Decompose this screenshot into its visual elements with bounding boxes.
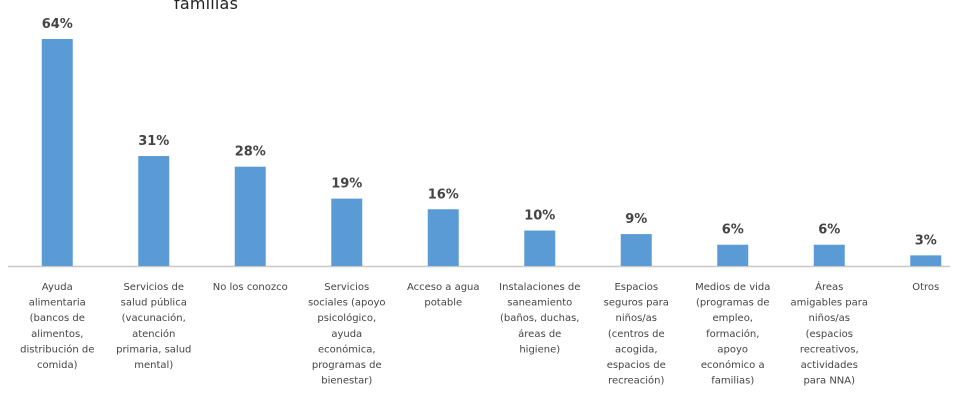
category-label: No los conozco [213,282,288,293]
bar [427,209,459,266]
bar [138,156,170,266]
data-label: 28% [235,145,266,160]
bar [524,230,556,266]
category-label: Otros [912,282,939,293]
data-label: 16% [428,187,459,202]
bar [41,39,73,266]
data-label: 6% [818,223,840,238]
bar [910,255,942,266]
category-label: Medios de vida (programas de empleo, formac… [695,282,770,387]
data-label: 19% [331,177,362,192]
bar [234,166,266,266]
category-label: Servicios sociales (apoyo psicológico, ayud… [308,282,386,387]
data-label: 10% [524,209,555,224]
data-label: 64% [42,17,73,32]
bar [620,234,652,266]
category-label: Ayuda alimentaria (bancos de alimentos, dist… [20,282,94,371]
bar [331,198,363,266]
category-label: Servicios de salud pública (vacunación, ate… [116,282,191,371]
data-label: 9% [625,212,647,227]
chart-title-fragment: familias [174,0,239,13]
category-label: Áreas amigables para niños/as (espacios recr… [790,280,868,387]
bar [813,244,845,266]
data-label: 6% [722,223,744,238]
category-label: Instalaciones de saneamiento (baños, ducha… [499,282,580,355]
data-label: 31% [138,134,169,149]
category-label: Espacios seguros para niños/as (centros de a… [604,282,669,387]
category-label: Acceso a agua potable [407,282,480,309]
bar [717,244,749,266]
data-label: 3% [915,233,937,248]
